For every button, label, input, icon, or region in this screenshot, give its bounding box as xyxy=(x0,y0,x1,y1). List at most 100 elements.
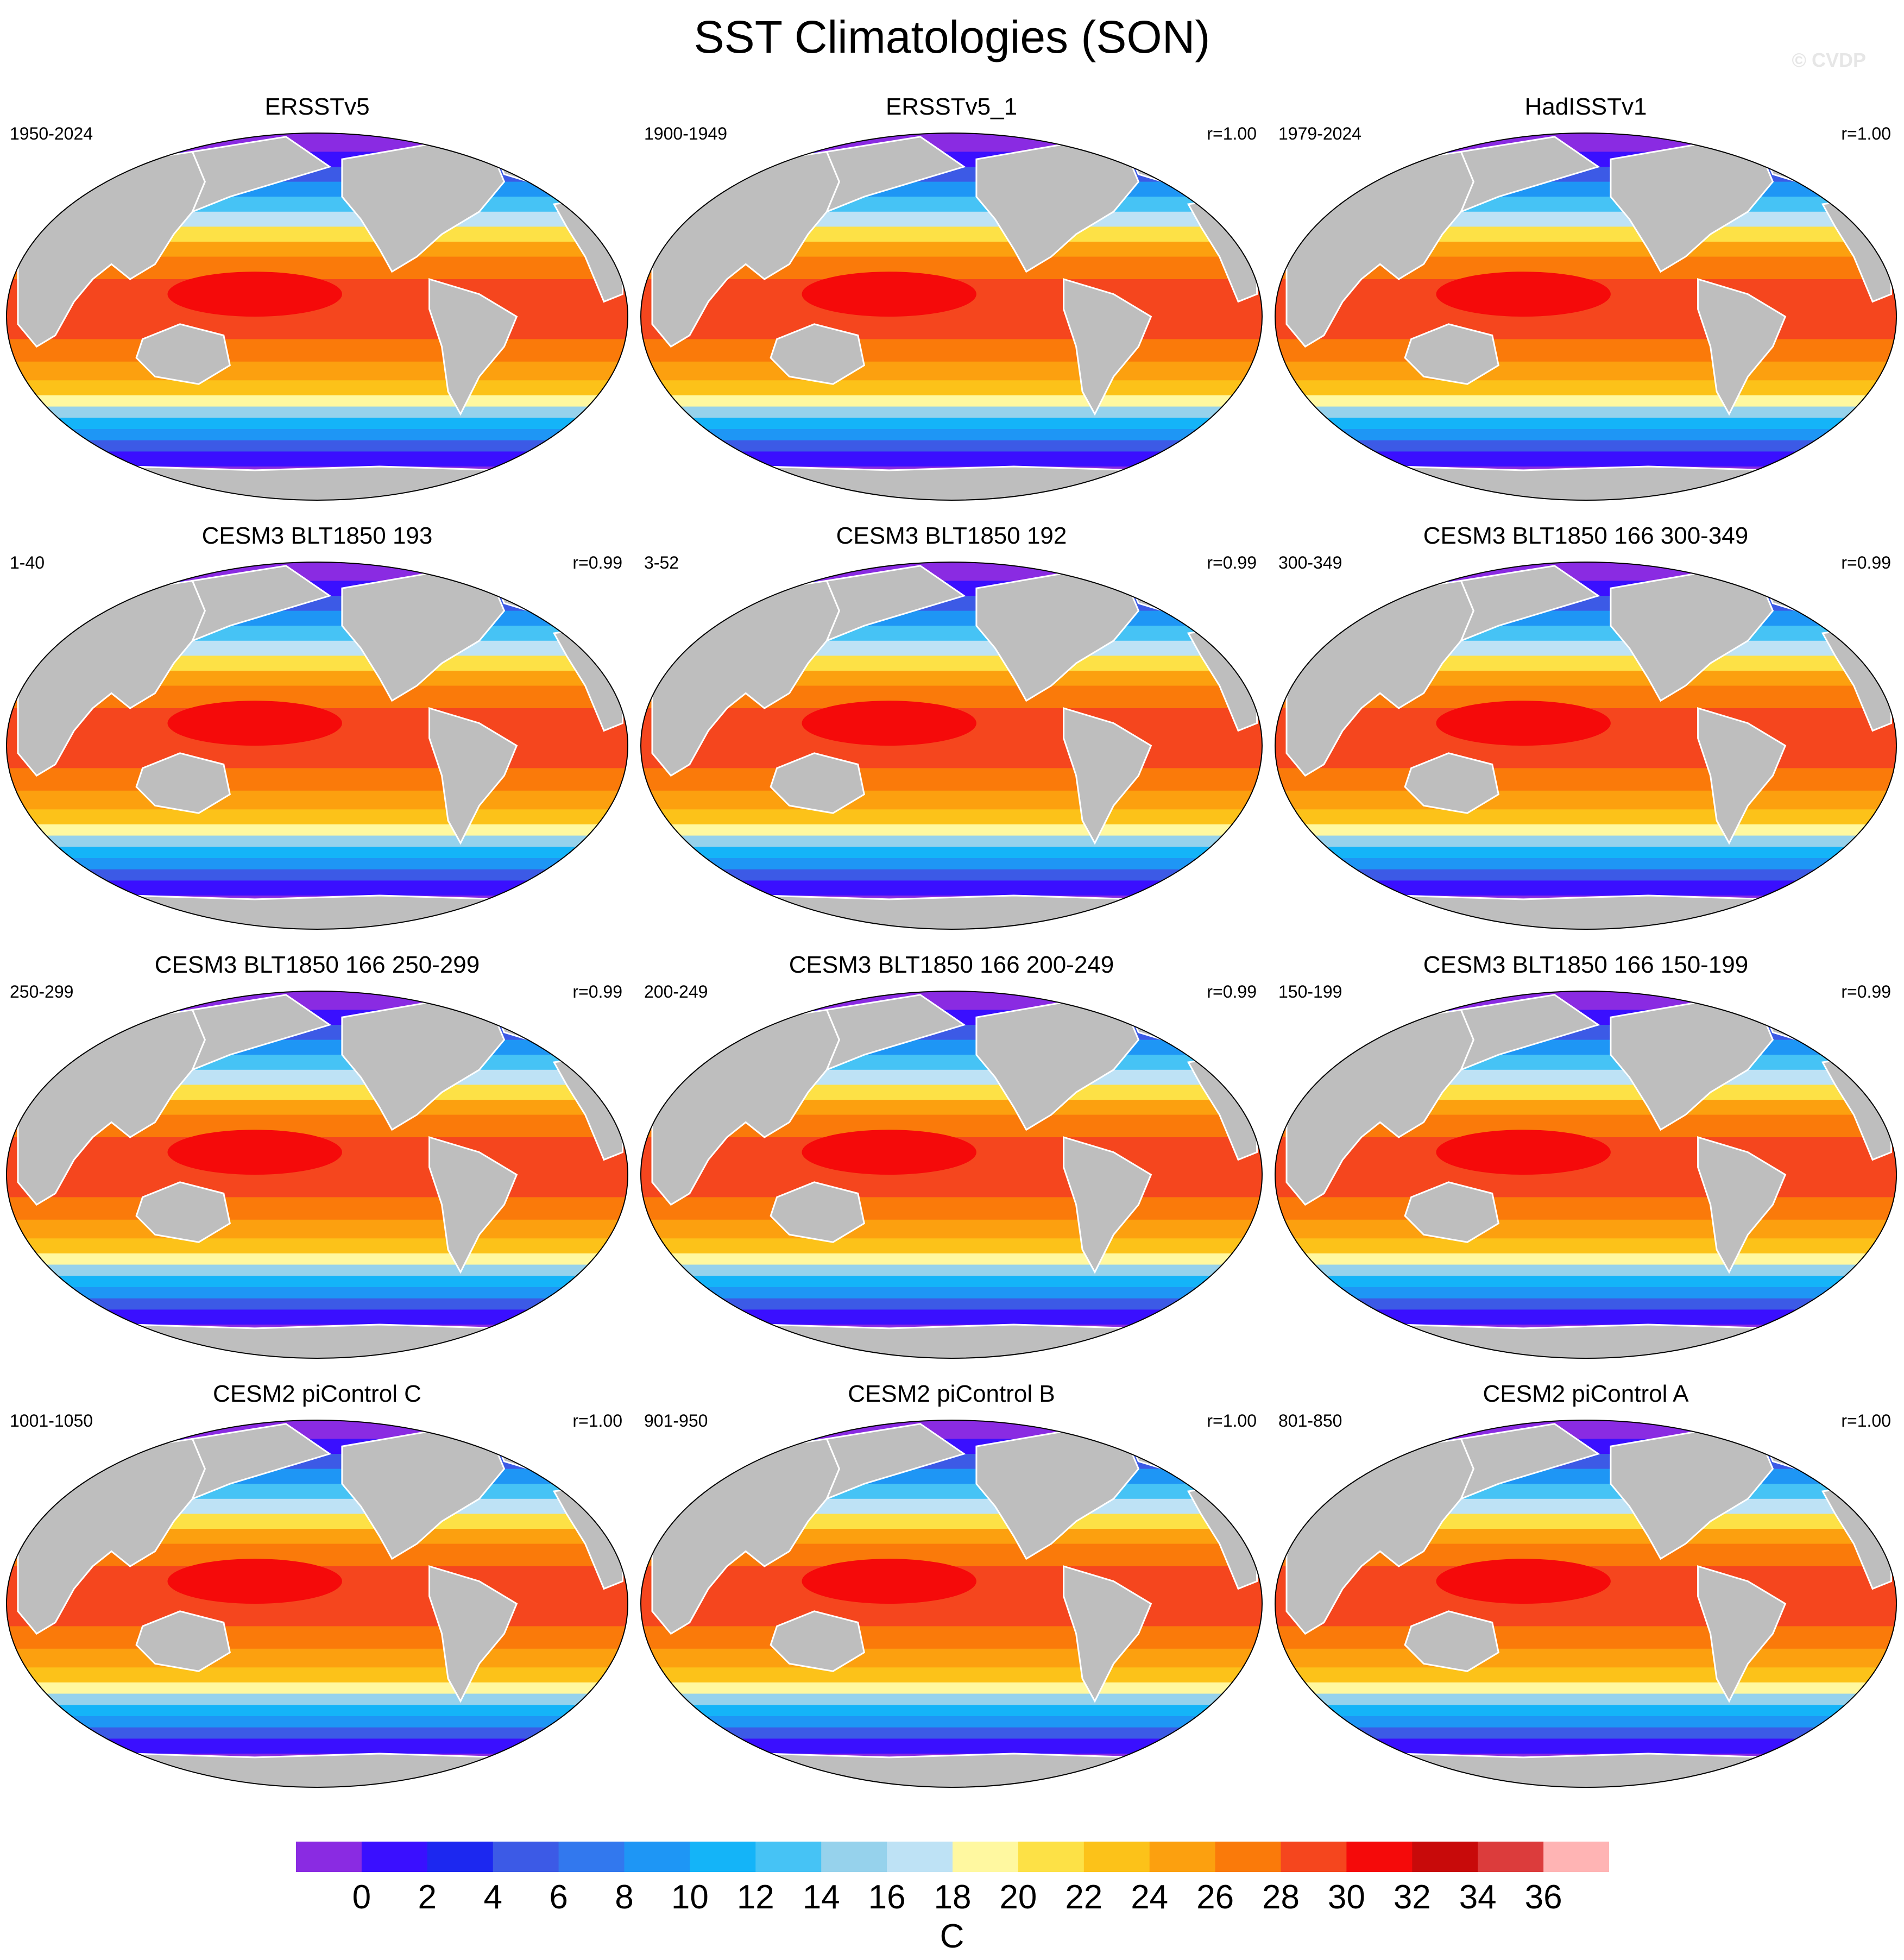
map-panel: HadISSTv1 1979-2024 r=1.00 xyxy=(1269,92,1903,521)
panel-correlation: r=1.00 xyxy=(1841,124,1891,143)
sst-band xyxy=(641,1197,1262,1220)
landmass xyxy=(191,136,332,213)
sst-band xyxy=(1275,406,1896,419)
panel-year-range: 300-349 xyxy=(1278,553,1342,572)
sst-band xyxy=(1275,339,1896,362)
map-panel: CESM2 piControl C 1001-1050 r=1.00 xyxy=(0,1379,634,1808)
sst-band xyxy=(7,380,628,396)
warm-pool xyxy=(1436,1130,1611,1175)
sst-band xyxy=(7,809,628,825)
map-panel: CESM3 BLT1850 166 150-199 150-199 r=0.99 xyxy=(1269,950,1903,1379)
sst-band xyxy=(1275,790,1896,810)
warm-pool xyxy=(1436,701,1611,746)
sst-band xyxy=(7,835,628,848)
sst-band xyxy=(7,1648,628,1668)
colorbar-segment xyxy=(1215,1842,1281,1872)
sst-band xyxy=(641,1727,1262,1740)
colorbar-segment xyxy=(1346,1842,1413,1872)
landmass xyxy=(191,565,332,642)
panel-year-range: 1900-1949 xyxy=(644,124,728,143)
map-panel: CESM3 BLT1850 166 200-249 200-249 r=0.99 xyxy=(634,950,1269,1379)
landmass xyxy=(428,707,518,845)
sst-band xyxy=(641,406,1262,419)
panel-correlation: r=1.00 xyxy=(1841,1411,1891,1430)
sst-band xyxy=(641,418,1262,430)
panel-title: HadISSTv1 xyxy=(1524,93,1647,120)
sst-band xyxy=(7,1197,628,1220)
sst-band xyxy=(641,1264,1262,1277)
landmass xyxy=(191,994,332,1072)
panel-year-range: 250-299 xyxy=(10,982,74,1001)
panel-correlation: r=0.99 xyxy=(1207,553,1257,572)
sst-band xyxy=(7,858,628,870)
sst-band xyxy=(7,824,628,836)
sst-band xyxy=(7,1667,628,1683)
panel-title: CESM2 piControl C xyxy=(213,1381,421,1407)
panel-correlation: r=0.99 xyxy=(572,553,622,572)
panel-title: CESM2 piControl B xyxy=(848,1381,1055,1407)
landmass xyxy=(1311,894,1861,929)
landmass xyxy=(1311,465,1861,500)
landmass xyxy=(825,994,966,1072)
map-outline xyxy=(6,1420,628,1788)
landmass xyxy=(1697,1565,1787,1703)
sst-band xyxy=(641,809,1262,825)
colorbar-tick-label: 10 xyxy=(671,1879,709,1916)
sst-band xyxy=(1275,869,1896,881)
sst-band xyxy=(1275,1238,1896,1254)
warm-pool xyxy=(167,701,342,746)
landmass xyxy=(42,465,592,500)
colorbar-segment xyxy=(755,1842,822,1872)
sst-map xyxy=(640,991,1263,1359)
sst-band xyxy=(641,835,1262,848)
map-outline xyxy=(6,133,628,501)
landmass xyxy=(1697,278,1787,416)
panel-title: CESM3 BLT1850 193 xyxy=(201,522,433,549)
sst-band xyxy=(7,1727,628,1740)
sst-band xyxy=(7,418,628,430)
panel-year-range: 150-199 xyxy=(1278,982,1342,1001)
sst-band xyxy=(7,1287,628,1299)
landmass xyxy=(1697,1136,1787,1274)
landmass xyxy=(770,752,865,814)
colorbar-tick-label: 26 xyxy=(1196,1879,1234,1916)
sst-band xyxy=(7,395,628,407)
panel-title: ERSSTv5_1 xyxy=(885,93,1018,120)
colorbar-tick-label: 32 xyxy=(1393,1879,1431,1916)
colorbar-tick-label: 28 xyxy=(1262,1879,1300,1916)
map-panel: ERSSTv5_1 1900-1949 r=1.00 xyxy=(634,92,1269,521)
colorbar-tick-label: 8 xyxy=(615,1879,634,1916)
landmass xyxy=(135,1610,231,1672)
colorbar-segment xyxy=(1149,1842,1216,1872)
sst-band xyxy=(1275,1287,1896,1299)
sst-band xyxy=(641,1276,1262,1288)
sst-band xyxy=(1275,1298,1896,1310)
landmass xyxy=(1404,752,1499,814)
colorbar-segment xyxy=(1083,1842,1150,1872)
panel-correlation: r=1.00 xyxy=(1207,124,1257,143)
map-panel: CESM2 piControl A 801-850 r=1.00 xyxy=(1269,1379,1903,1808)
map-outline xyxy=(1275,991,1897,1359)
sst-band xyxy=(7,1716,628,1728)
sst-band xyxy=(1275,1309,1896,1325)
sst-band xyxy=(7,880,628,896)
sst-band xyxy=(1275,858,1896,870)
map-outline xyxy=(640,991,1263,1359)
panel-correlation: r=0.99 xyxy=(572,982,622,1001)
map-outline xyxy=(640,133,1263,501)
landmass xyxy=(677,465,1226,500)
sst-map xyxy=(1275,991,1897,1359)
sst-band xyxy=(1275,1276,1896,1288)
sst-band xyxy=(1275,847,1896,859)
landmass xyxy=(1459,1423,1600,1501)
colorbar-tick-label: 34 xyxy=(1459,1879,1497,1916)
map-outline xyxy=(1275,133,1897,501)
panel-year-range: 1950-2024 xyxy=(10,124,93,143)
colorbar xyxy=(296,1842,1609,1872)
sst-band xyxy=(7,1253,628,1265)
landmass xyxy=(677,1324,1226,1358)
sst-band xyxy=(7,1276,628,1288)
sst-band xyxy=(1275,395,1896,407)
panel-title: CESM3 BLT1850 166 250-299 xyxy=(154,951,480,978)
colorbar-tick-labels: 0 2 4 6 8 10 12 14 16 18 20 22 24 26 28 30 32 34 36 xyxy=(0,1878,1904,1921)
